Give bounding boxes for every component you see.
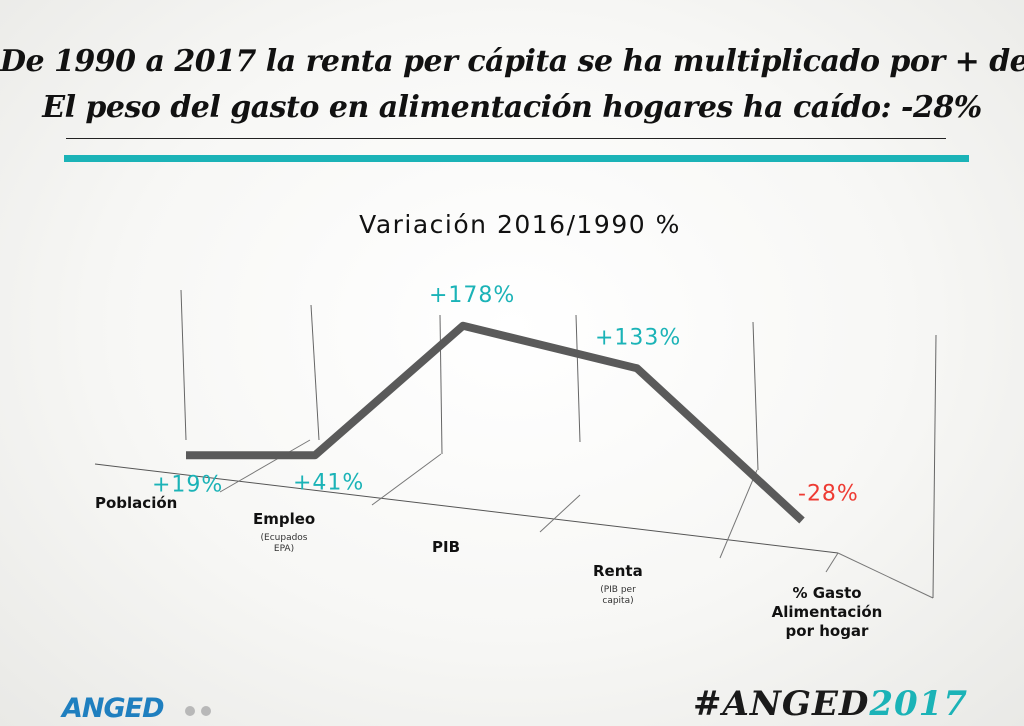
anged-logo: ANGED: [62, 693, 165, 724]
series-layer: [185, 321, 805, 524]
category-label: PIB: [432, 538, 460, 556]
headline-line-1: De 1990 a 2017 la renta per cápita se ha…: [0, 44, 1024, 79]
accent-rule: [64, 155, 969, 162]
labels-layer: +19% +41% +178% +133% -28% Población Empleo (Ec…: [95, 283, 882, 640]
grid-line: [752, 321, 759, 471]
baseline: [94, 463, 839, 554]
baseline: [837, 552, 934, 599]
grid-line: [825, 552, 839, 573]
logo-dot: [201, 706, 211, 716]
category-label: % Gasto: [792, 584, 861, 602]
hashtag-year: 2017: [869, 684, 968, 724]
data-label: -28%: [798, 481, 859, 506]
data-label: +133%: [595, 325, 681, 350]
anged-logo-text: ANGED: [62, 693, 165, 724]
hashtag-prefix: #ANGED: [692, 684, 870, 724]
grid-line: [575, 314, 581, 443]
grid-line: [719, 469, 758, 559]
headline-line-2: El peso del gasto en alimentación hogare…: [42, 90, 982, 125]
header-divider: [66, 138, 946, 139]
category-label: Empleo: [253, 510, 315, 528]
data-label: +178%: [429, 283, 515, 308]
category-label: Población: [95, 494, 177, 512]
category-note: (PIB per: [600, 585, 636, 595]
perspective-grid: [94, 289, 937, 599]
grid-line: [180, 289, 187, 441]
grid-line: [371, 453, 442, 506]
category-label: Alimentación: [772, 603, 883, 621]
logo-dot: [185, 706, 195, 716]
category-label: por hogar: [786, 622, 870, 640]
grid-line: [310, 304, 320, 441]
grid-line: [539, 494, 581, 533]
category-label: Renta: [593, 562, 643, 580]
series-line: [186, 321, 805, 524]
grid-line: [219, 439, 311, 493]
category-note: EPA): [274, 544, 294, 554]
data-label: +41%: [293, 470, 364, 495]
data-label: +19%: [152, 472, 223, 497]
category-note: capita): [602, 596, 633, 606]
grid-line: [439, 314, 443, 455]
category-note: (Ecupados: [261, 533, 308, 543]
hashtag: #ANGED2017: [693, 684, 968, 724]
chart-title: Variación 2016/1990 %: [359, 210, 681, 239]
grid-line: [932, 334, 937, 599]
